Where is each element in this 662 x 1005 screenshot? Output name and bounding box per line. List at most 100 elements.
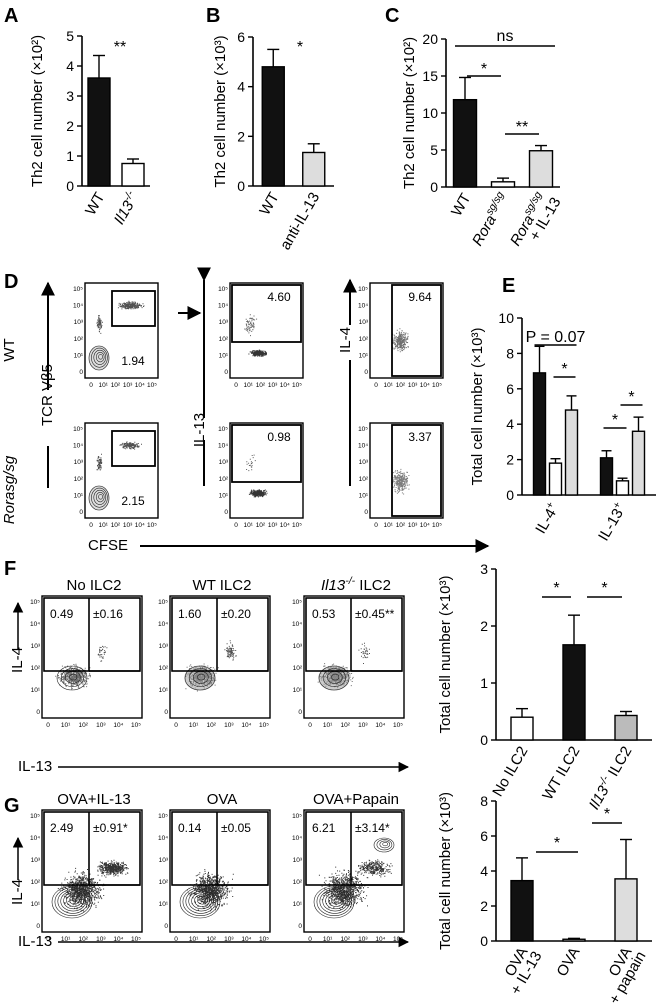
flow-d-0-1-ytick-4: 10⁴ — [218, 303, 228, 310]
flow-d-0-2-ytick-0: 0 — [364, 369, 368, 376]
chart-a: 0 1 2 3 4 5 Th2 cell number (×10²) WT Il13-/- ** — [29, 28, 150, 228]
flow-F-2-ytick-4: 10⁴ — [292, 621, 302, 628]
axis-label-il13-g: IL-13 — [18, 933, 52, 950]
flow-d-0-2-gate-value: 9.64 — [408, 290, 432, 304]
flow-F-0-xtick-3: 10³ — [96, 722, 106, 729]
flow-d-0-1-xtick-3: 10³ — [268, 382, 278, 389]
flow-G-2-contour-ring-0 — [313, 885, 355, 919]
category-label-B-1: anti-IL-13 — [277, 190, 323, 253]
flow-F-1-title: WT ILC2 — [193, 577, 252, 594]
chart-e: 0 2 4 6 8 10 Total cell number (×10³) IL-4+ IL-1… — [469, 310, 656, 544]
bar-B-0 — [261, 66, 285, 187]
y-tick-label-G-4: 8 — [480, 793, 488, 809]
flow-G-1-xtick-3: 10³ — [224, 936, 234, 943]
y-tick-label-C-0: 0 — [430, 179, 438, 195]
bar-F-1 — [562, 644, 586, 741]
flow-G-1-contour-ring-1 — [182, 887, 219, 917]
flow-d-1-2-gate-value: 3.37 — [408, 430, 432, 444]
flow-d-1-0-ytick-5: 10⁵ — [73, 426, 83, 433]
flow-d-1-1-ytick-0: 0 — [224, 509, 228, 516]
flow-G-2-contour-ring-3 — [322, 890, 349, 912]
flow-F-2-xtick-1: 10¹ — [323, 722, 333, 729]
flow-d-1-2-xtick-2: 10² — [396, 522, 406, 529]
flow-F-0-gate-sd: ±0.16 — [93, 607, 123, 621]
flow-G-2-ytick-3: 10³ — [293, 857, 303, 864]
flow-F-1-pop-ring-0 — [184, 665, 216, 691]
panel-letter-g: G — [4, 795, 20, 817]
flow-d-0-1-xtick-1: 10¹ — [243, 382, 253, 389]
flow-G-1-ytick-2: 10² — [159, 879, 169, 886]
flow-d-0-1-dots-upper — [244, 314, 258, 337]
y-tick-label-C-4: 20 — [422, 31, 438, 47]
flow-G-1-ytick-5: 10⁵ — [158, 813, 168, 820]
flow-F-1-xtick-2: 10² — [206, 722, 216, 729]
flow-F-2-pop-ring-1 — [322, 668, 346, 688]
flow-F-1-ytick-5: 10⁵ — [158, 599, 168, 606]
bar-A-1 — [121, 162, 145, 187]
flow-F-2-gate-sd: ±0.45** — [355, 607, 395, 621]
flow-d-1-0-pop-ring-3 — [95, 492, 105, 503]
bar-E-0-2 — [564, 409, 579, 496]
y-tick-label-F-3: 3 — [480, 561, 488, 577]
bar-G-1 — [562, 938, 586, 942]
flow-G-2-ytick-2: 10² — [293, 879, 303, 886]
category-label-E-0: IL-4+ — [531, 500, 563, 537]
flow-F-0-ytick-1: 10¹ — [31, 687, 41, 694]
flow-F-2-xtick-3: 10³ — [358, 722, 368, 729]
flow-d-0-0-xtick-0: 0 — [89, 382, 93, 389]
flow-d-0-1-gate — [231, 284, 302, 343]
bar-C-2 — [528, 150, 554, 188]
flow-G-0-ytick-1: 10¹ — [31, 901, 41, 908]
y-tick-label-E-5: 10 — [498, 310, 514, 326]
y-tick-label-A-4: 4 — [66, 58, 74, 74]
flow-G-0-contour-ring-4 — [63, 892, 84, 910]
flow-d-1-1-ytick-4: 10⁴ — [218, 443, 228, 450]
flow-G-0-xtick-5: 10⁵ — [131, 936, 141, 943]
flow-panel-g: OVA+IL-130010¹10¹10²10²10³10³10⁴10⁴10⁵10… — [30, 791, 405, 943]
flow-d-0-1-ytick-5: 10⁵ — [218, 286, 228, 293]
flow-F-1-ytick-4: 10⁴ — [158, 621, 168, 628]
flow-d-1-2-ytick-1: 10¹ — [359, 492, 369, 499]
flow-G-1-ytick-3: 10³ — [159, 857, 169, 864]
flow-F-2-gate-box — [305, 597, 403, 672]
flow-G-1-xtick-5: 10⁵ — [259, 936, 269, 943]
y-tick-label-E-0: 0 — [506, 487, 514, 503]
y-tick-label-E-2: 4 — [506, 416, 514, 432]
flow-G-1-contour-ring-5 — [194, 894, 210, 907]
y-tick-label-A-1: 1 — [66, 148, 74, 164]
bar-E-1-2 — [631, 430, 646, 496]
axis-label-il13-d: IL-13 — [191, 413, 208, 447]
flow-G-0-ytick-4: 10⁴ — [30, 835, 40, 842]
flow-G-2-xtick-4: 10⁴ — [375, 936, 385, 943]
flow-d-1-2-xtick-1: 10¹ — [383, 522, 393, 529]
flow-F-1-pop-ring-1 — [188, 668, 212, 688]
flow-G-1-contour-ring-6 — [197, 895, 208, 905]
flow-d-0-2-frame — [369, 282, 444, 379]
flow-G-0-contour-ring-2 — [57, 889, 89, 914]
sig-a-0: ** — [114, 39, 126, 56]
flow-panel-d: 0010¹10¹10²10²10³10³10⁴10⁴10⁵10⁵1.940010… — [73, 282, 444, 529]
flow-G-0-contour-ring-3 — [60, 890, 86, 912]
flow-d-0-0-pop-ring-4 — [98, 354, 103, 360]
flow-F-1-ytick-0: 0 — [164, 709, 168, 716]
y-tick-label-G-0: 0 — [480, 933, 488, 949]
y-tick-label-G-2: 4 — [480, 863, 488, 879]
flow-d-0-1-frame — [229, 282, 304, 379]
y-axis-label-B: Th2 cell number (×10³) — [212, 35, 229, 187]
y-tick-label-F-0: 0 — [480, 732, 488, 748]
flow-d-1-0-pop-ring-1 — [91, 487, 108, 508]
flow-d-1-0-gate-value: 2.15 — [121, 494, 145, 508]
flow-d-0-0-ytick-4: 10⁴ — [73, 303, 83, 310]
flow-F-0-xtick-4: 10⁴ — [113, 722, 123, 729]
sig-f-1-label: * — [601, 580, 607, 597]
flow-d-0-1-ytick-3: 10³ — [219, 319, 229, 326]
flow-G-2-ytick-1: 10¹ — [293, 901, 303, 908]
flow-G-1-ytick-4: 10⁴ — [158, 835, 168, 842]
flow-d-1-0-ytick-4: 10⁴ — [73, 443, 83, 450]
flow-d-0-0-xtick-2: 10² — [111, 382, 121, 389]
bar-F-0 — [510, 716, 534, 741]
flow-G-0-xtick-0: 0 — [46, 936, 50, 943]
flow-d-1-1-ytick-5: 10⁵ — [218, 426, 228, 433]
y-tick-label-A-5: 5 — [66, 28, 74, 44]
